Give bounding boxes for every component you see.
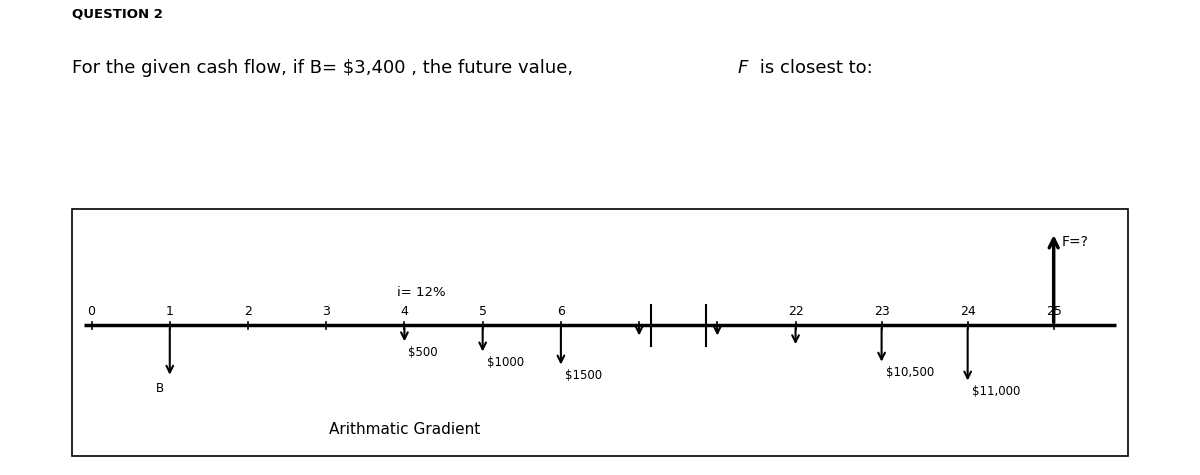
Text: 3: 3 <box>323 305 330 318</box>
Text: $1000: $1000 <box>486 356 523 369</box>
Text: $11,000: $11,000 <box>972 385 1020 398</box>
Text: $10,500: $10,500 <box>886 366 934 379</box>
Text: F=?: F=? <box>1062 235 1088 249</box>
Text: 1: 1 <box>166 305 174 318</box>
Text: 6: 6 <box>557 305 565 318</box>
Text: 25: 25 <box>1045 305 1062 318</box>
Text: 22: 22 <box>787 305 804 318</box>
Text: 24: 24 <box>960 305 976 318</box>
Text: 4: 4 <box>401 305 408 318</box>
Text: $1500: $1500 <box>565 369 602 382</box>
Text: 5: 5 <box>479 305 487 318</box>
Text: 2: 2 <box>244 305 252 318</box>
Text: $500: $500 <box>408 346 438 359</box>
Text: is closest to:: is closest to: <box>754 59 872 77</box>
Text: For the given cash flow, if B= $3,400 , the future value,: For the given cash flow, if B= $3,400 , … <box>72 59 578 77</box>
Text: 23: 23 <box>874 305 889 318</box>
Text: i= 12%: i= 12% <box>397 286 445 299</box>
Text: Arithmatic Gradient: Arithmatic Gradient <box>329 422 480 437</box>
Text: 0: 0 <box>88 305 96 318</box>
Text: F: F <box>738 59 749 77</box>
Text: B: B <box>156 382 164 395</box>
Text: QUESTION 2: QUESTION 2 <box>72 7 163 20</box>
